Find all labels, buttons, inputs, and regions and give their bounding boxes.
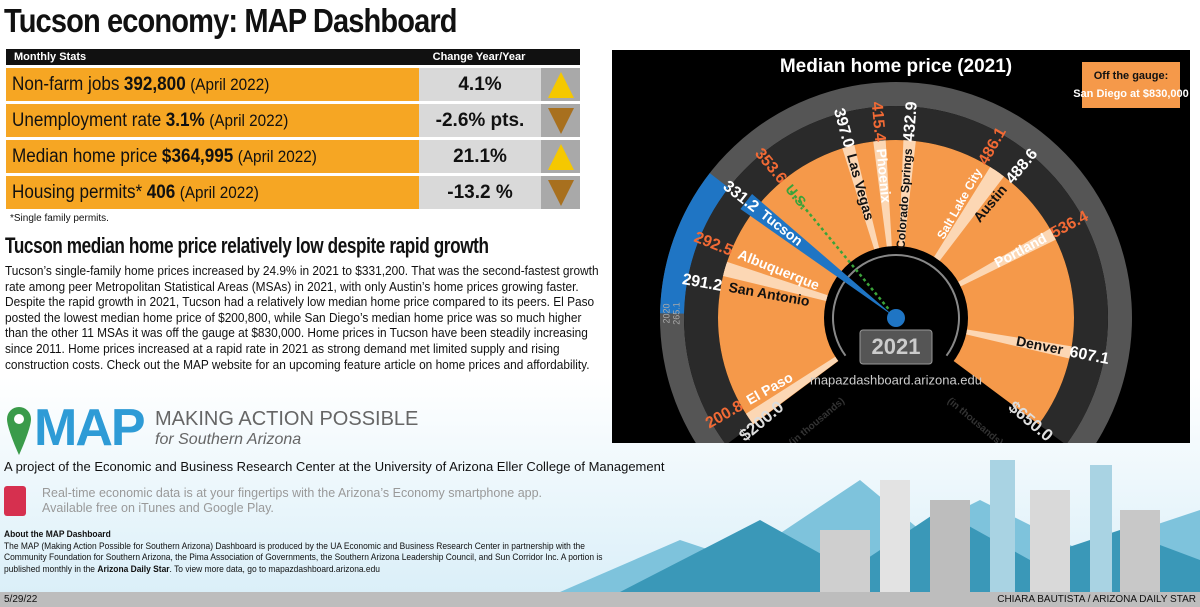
stat-date: (April 2022) (237, 146, 317, 166)
stat-value: 392,800 (123, 73, 186, 95)
about-text-end: . To view more data, go to mapazdashboar… (169, 562, 381, 574)
off-gauge-box (1082, 62, 1180, 108)
about-section: About the MAP Dashboard The MAP (Making … (4, 528, 625, 574)
stat-row: Non-farm jobs 392,800 (April 2022) 4.1% (6, 68, 580, 101)
price-bar (873, 140, 892, 247)
eller-app-icon (4, 486, 26, 516)
chart-url: mapazdashboard.arizona.edu (810, 372, 982, 387)
stat-change: 21.1% (419, 140, 541, 173)
stat-label-inner: Median home price $364,995 (April 2022) (12, 146, 317, 168)
map-logo: MAP (34, 399, 146, 457)
project-credit: A project of the Economic and Business R… (4, 459, 665, 474)
stat-label-inner: Non-farm jobs 392,800 (April 2022) (12, 74, 269, 96)
off-gauge-title: Off the gauge: (1094, 70, 1169, 82)
stat-name: Housing permits* (12, 181, 143, 203)
tucson-needle (740, 193, 896, 318)
unit-note-right: (in thousands) (945, 396, 1005, 443)
stat-label: Median home price $364,995 (April 2022) (6, 140, 419, 173)
value-label: 415.4 (868, 101, 889, 143)
year-label: 2021 (872, 334, 921, 359)
price-bar (958, 228, 1056, 287)
trend-arrow (541, 140, 580, 173)
tucson-2020-value: 265.1 (671, 302, 681, 325)
stat-label: Housing permits* 406 (April 2022) (6, 176, 419, 209)
arrow-up-icon (547, 143, 574, 170)
article-headline: Tucson median home price relatively low … (5, 233, 489, 258)
app-line-1: Real-time economic data is at your finge… (42, 486, 543, 500)
tagline: MAKING ACTION POSSIBLE (155, 408, 419, 430)
footer-bar: 5/29/22 CHIARA BAUTISTA / ARIZONA DAILY … (0, 592, 1200, 607)
stat-change: 4.1% (419, 68, 541, 101)
needle-pivot (887, 309, 905, 327)
stat-name: Median home price (12, 145, 158, 167)
value-label: 432.9 (901, 101, 921, 142)
stat-value: 406 (146, 181, 176, 203)
about-title: About the MAP Dashboard (4, 528, 111, 539)
stat-value: $364,995 (161, 145, 234, 167)
tucson-2020-label: 2020 (661, 303, 671, 323)
skyline-illustration (560, 460, 1200, 592)
header-change: Change Year/Year (432, 51, 526, 63)
gauge-outer-ring (660, 82, 1132, 469)
stat-date: (April 2022) (179, 182, 259, 202)
price-bar (842, 144, 880, 250)
arrow-down-icon (547, 107, 574, 134)
app-line-2: Available free on iTunes and Google Play… (42, 501, 274, 515)
trend-arrow (541, 176, 580, 209)
arrow-up-icon (547, 71, 574, 98)
price-bar (935, 169, 1004, 261)
app-promo: Real-time economic data is at your finge… (42, 486, 542, 516)
stats-header: Monthly Stats Change Year/Year (6, 49, 580, 65)
unit-note-left: (in thousands) (787, 396, 847, 443)
page-title: Tucson economy: MAP Dashboard (4, 2, 458, 39)
stats-rows: Non-farm jobs 392,800 (April 2022) 4.1% Unem… (6, 68, 580, 209)
stat-label-inner: Housing permits* 406 (April 2022) (12, 182, 259, 204)
subtagline: for Southern Arizona (155, 431, 302, 448)
stat-name: Unemployment rate (12, 109, 162, 131)
stat-date: (April 2022) (190, 74, 270, 94)
price-bar (723, 261, 828, 301)
article-body: Tucson’s single-family home prices incre… (5, 263, 599, 372)
stat-value: 3.1% (165, 109, 205, 131)
stat-change: -13.2 % (419, 176, 541, 209)
about-bold: Arizona Daily Star (97, 562, 170, 574)
arrow-down-icon (547, 179, 574, 206)
gauge-value-ring (684, 106, 1108, 445)
year-display (859, 329, 933, 365)
footnote: *Single family permits. (10, 213, 109, 224)
monthly-stats-table: Monthly Stats Change Year/Year Non-farm … (6, 49, 580, 209)
gauge-chart: El Paso 200.8 San Antonio 291.2 Albuquerque 2… (612, 50, 1190, 469)
price-bar (745, 356, 839, 425)
stat-label: Unemployment rate 3.1% (April 2022) (6, 104, 419, 137)
stat-row: Unemployment rate 3.1% (April 2022) -2.6% p… (6, 104, 580, 137)
stat-name: Non-farm jobs (12, 73, 120, 95)
stat-label-inner: Unemployment rate 3.1% (April 2022) (12, 110, 288, 132)
publish-date: 5/29/22 (4, 594, 38, 605)
credit: CHIARA BAUTISTA / ARIZONA DAILY STAR (997, 594, 1196, 605)
stat-change: -2.6% pts. (419, 104, 541, 137)
tucson-2020-band (660, 173, 729, 314)
header-monthly-stats: Monthly Stats (14, 51, 87, 63)
map-pin-icon (7, 407, 31, 455)
trend-arrow (541, 104, 580, 137)
value-label: 291.2 (681, 271, 724, 295)
about-text: The MAP (Making Action Possible for Sout… (4, 539, 603, 574)
stat-row: Housing permits* 406 (April 2022) -13.2 % (6, 176, 580, 209)
chart-title: Median home price (2021) (780, 56, 1012, 77)
trend-arrow (541, 68, 580, 101)
price-bar (898, 140, 916, 247)
stat-row: Median home price $364,995 (April 2022) 21.… (6, 140, 580, 173)
stat-label: Non-farm jobs 392,800 (April 2022) (6, 68, 419, 101)
city-label: Phoenix (874, 148, 895, 204)
price-bar (966, 329, 1072, 359)
off-gauge-text: San Diego at $830,000 (1073, 88, 1189, 100)
stat-date: (April 2022) (209, 110, 289, 130)
